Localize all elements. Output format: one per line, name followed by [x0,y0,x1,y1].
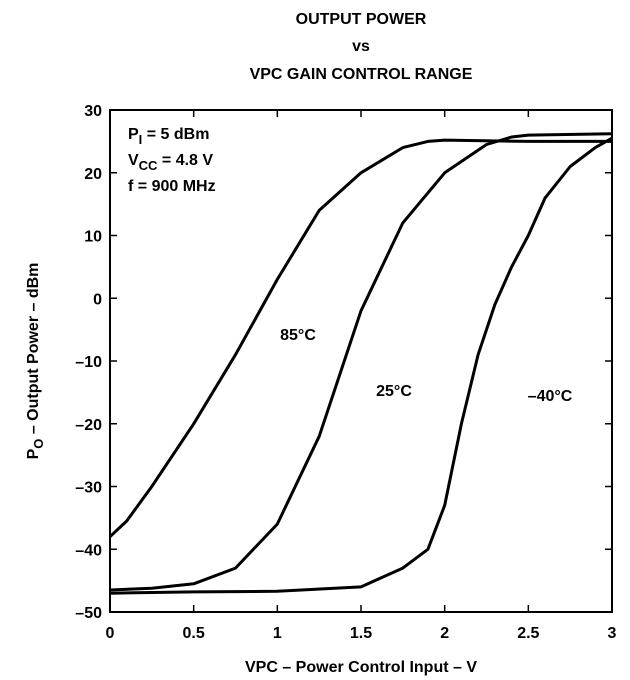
y-tick-label: –50 [75,605,102,622]
annotation-part: = 4.8 V [157,152,213,169]
annotation-part: P [128,126,139,143]
annotation-part: f = 900 MHz [128,178,216,195]
annotation-sub: I [139,132,143,147]
series-label: 25°C [376,383,412,400]
x-tick-label: 3 [608,625,617,642]
x-tick-label: 2 [440,625,449,642]
series-label: 85°C [280,327,316,344]
annotation-part: = 5 dBm [142,126,209,143]
x-tick-label: 1 [273,625,282,642]
y-axis-label-sub: O [31,439,46,449]
y-axis-label-part: – Output Power – dBm [25,263,42,439]
y-tick-label: –20 [75,417,102,434]
series-line [108,138,612,538]
annotation-sub: CC [139,158,158,173]
x-tick-label: 0.5 [183,625,205,642]
y-tick-label: –10 [75,354,102,371]
y-tick-label: 0 [93,291,102,308]
chart-title: OUTPUT POWER [296,11,427,28]
annotation: PI = 5 dBm [128,126,209,147]
y-tick-label: –40 [75,542,102,559]
y-axis-label-part: P [25,448,42,459]
x-tick-label: 2.5 [517,625,539,642]
series-label: –40°C [528,388,573,405]
y-tick-label: 30 [84,103,102,120]
annotation: f = 900 MHz [128,178,216,195]
y-tick-label: –30 [75,480,102,497]
y-axis-label: PO – Output Power – dBm [25,263,46,460]
annotation-part: V [128,152,139,169]
series-line [109,132,613,592]
x-tick-label: 1.5 [350,625,372,642]
y-tick-label: 20 [84,166,102,183]
y-tick-label: 10 [84,229,102,246]
series-line [109,136,613,595]
chart-title: VPC GAIN CONTROL RANGE [250,66,473,83]
x-axis-label: VPC – Power Control Input – V [245,659,477,676]
annotation: VCC = 4.8 V [128,152,213,173]
chart-title: vs [352,38,370,55]
x-tick-label: 0 [106,625,115,642]
